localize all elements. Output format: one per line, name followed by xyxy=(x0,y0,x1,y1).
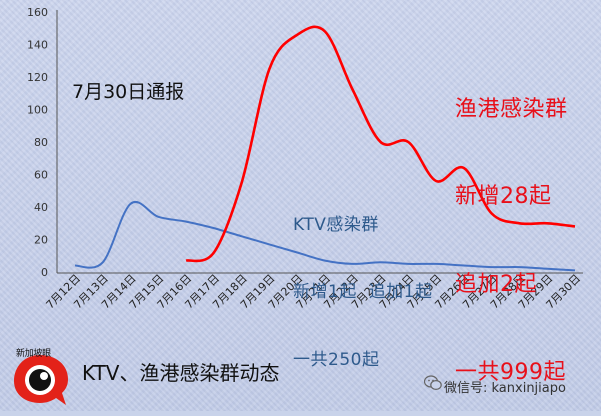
ktv-annotation-line: 新增1起 追加1起 xyxy=(293,282,433,303)
date-report-annotation: 7月30日通报 xyxy=(72,81,185,103)
ktv-annotation-line: KTV感染群 xyxy=(293,214,379,235)
series-line xyxy=(185,25,576,263)
y-tick-label: 120 xyxy=(27,71,48,84)
wechat-icon xyxy=(424,375,442,391)
series-line xyxy=(74,201,576,272)
ktv-cluster-annotation: KTV感染群 新增1起 追加1起 一共250起 xyxy=(293,169,432,393)
harbour-annotation-line: 新增28起 xyxy=(455,184,552,210)
harbour-annotation-line: 一共999起 xyxy=(455,359,566,385)
y-tick-label: 160 xyxy=(27,6,48,19)
logo-text: 新加坡眼 xyxy=(16,349,51,359)
ktv-annotation-line: 一共250起 xyxy=(293,349,380,370)
y-tick-label: 20 xyxy=(34,234,48,247)
wechat-id-label: 微信号: kanxinjiapo xyxy=(444,381,566,396)
harbour-annotation-line: 追加2起 xyxy=(455,272,537,297)
y-tick-label: 60 xyxy=(34,169,48,182)
y-tick-label: 80 xyxy=(34,136,48,149)
harbour-annotation-line: 渔港感染群 xyxy=(455,96,568,122)
y-tick-labels: 0 20 40 60 80 100 120 140 160 xyxy=(27,6,48,279)
y-tick-label: 40 xyxy=(34,201,48,214)
series-lines xyxy=(74,25,576,272)
y-tick-label: 0 xyxy=(41,266,48,279)
chart-footer-title: KTV、渔港感染群动态 xyxy=(82,361,280,385)
y-tick-label: 100 xyxy=(27,104,48,117)
harbour-cluster-annotation: 渔港感染群 新增28起 追加2起 一共999起 xyxy=(455,36,568,416)
y-tick-label: 140 xyxy=(27,39,48,52)
brand-logo xyxy=(14,355,68,405)
